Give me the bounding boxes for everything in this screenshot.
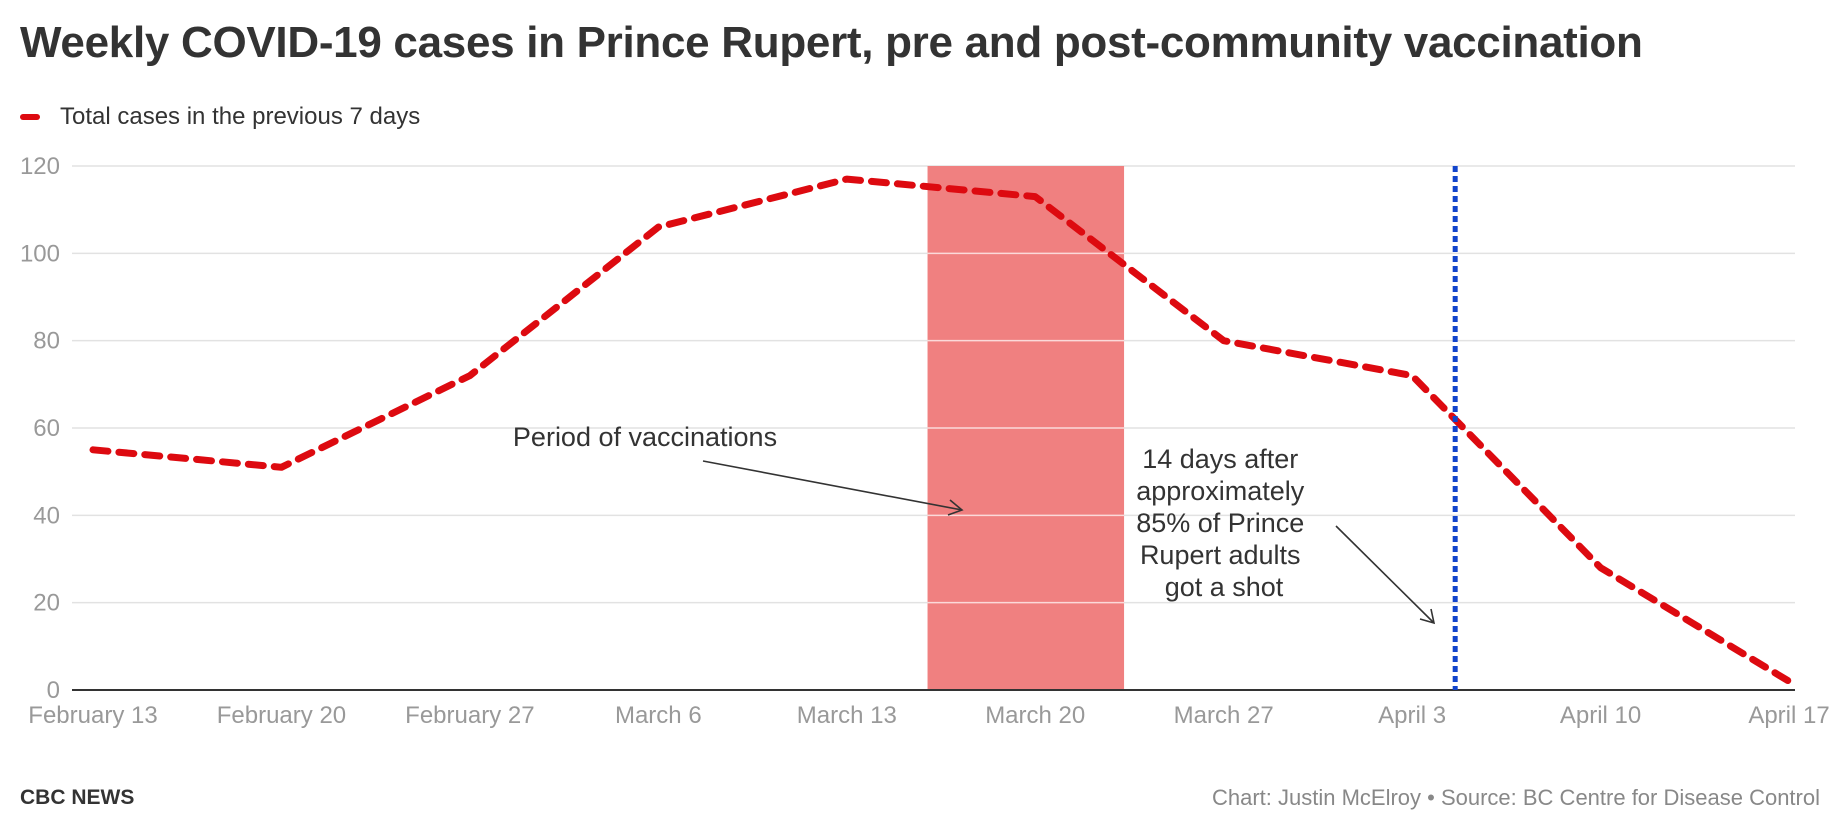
series-layer — [89, 175, 1793, 685]
x-tick-label: March 13 — [797, 702, 897, 729]
x-tick-label: April 3 — [1378, 702, 1446, 729]
x-axis-tick-labels: February 13 February 20 February 27 March 6… — [28, 702, 1829, 729]
chart-credit: Chart: Justin McElroy • Source: BC Centr… — [1211, 785, 1820, 810]
y-axis-tick-labels: 0 20 40 60 80 100 120 — [20, 153, 60, 704]
annotation-layer: Period of vaccinations 14 days after app… — [513, 422, 1436, 625]
x-tick-label: February 13 — [28, 702, 157, 729]
data-point — [844, 176, 850, 182]
y-tick-label: 0 — [47, 677, 60, 704]
annotation-after-line-4: Rupert adults — [1140, 540, 1301, 570]
y-tick-label: 120 — [20, 153, 60, 180]
x-tick-label: April 17 — [1748, 702, 1829, 729]
annotation-vaccination-arrow — [702, 460, 963, 511]
data-point — [655, 224, 661, 230]
annotation-vaccination-period: Period of vaccinations — [513, 422, 777, 452]
y-tick-label: 40 — [33, 502, 60, 529]
legend: Total cases in the previous 7 days — [20, 102, 420, 132]
annotation-after-line-5: got a shot — [1165, 572, 1284, 602]
data-point — [1786, 678, 1792, 684]
annotation-after-line-1: 14 days after — [1142, 444, 1298, 474]
y-tick-label: 80 — [33, 328, 60, 355]
data-point — [467, 373, 473, 379]
data-point — [1409, 373, 1415, 379]
annotation-after-arrowhead — [1419, 608, 1436, 625]
series-line-0 — [89, 175, 1793, 685]
chart-title: Weekly COVID-19 cases in Prince Rupert, … — [20, 18, 1643, 67]
publisher-logo: CBC NEWS — [20, 786, 135, 809]
x-tick-label: March 20 — [985, 702, 1085, 729]
legend-label: Total cases in the previous 7 days — [60, 103, 421, 130]
data-point — [90, 447, 96, 453]
annotation-after-line-3: 85% of Prince — [1136, 508, 1304, 538]
annotation-after-vaccination: 14 days after approximately 85% of Princ… — [1136, 444, 1312, 602]
x-tick-label: February 27 — [405, 702, 534, 729]
x-tick-label: February 20 — [217, 702, 346, 729]
x-tick-label: March 27 — [1174, 702, 1274, 729]
x-tick-label: March 6 — [615, 702, 702, 729]
y-tick-label: 20 — [33, 590, 60, 617]
annotation-after-arrow — [1335, 525, 1435, 624]
annotation-after-line-2: approximately — [1136, 476, 1305, 506]
y-tick-label: 60 — [33, 415, 60, 442]
data-point — [1032, 194, 1038, 200]
annotation-vaccination-arrowhead — [947, 499, 964, 516]
data-point — [1221, 338, 1227, 344]
data-point — [1598, 565, 1604, 571]
data-point — [278, 464, 284, 470]
legend-swatch — [20, 114, 40, 120]
gridlines-over-band — [927, 252, 1125, 604]
x-tick-label: April 10 — [1560, 702, 1641, 729]
y-tick-label: 100 — [20, 240, 60, 267]
